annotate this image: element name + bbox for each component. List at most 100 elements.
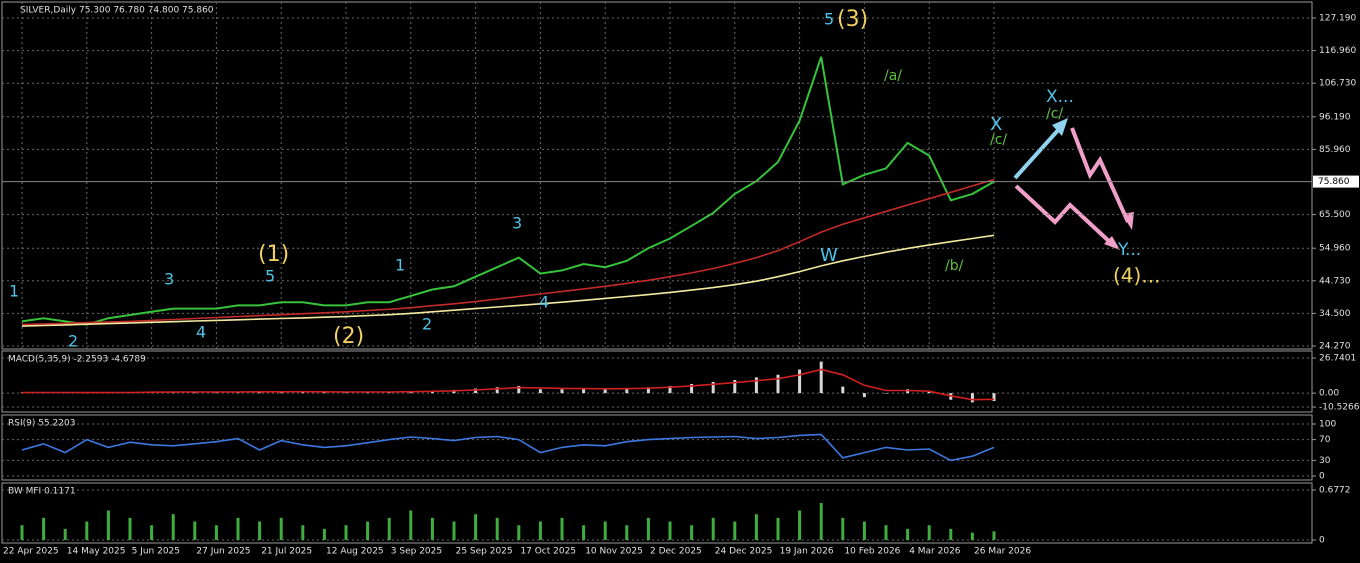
bar [733,521,737,540]
bar [690,383,694,394]
bar [754,377,758,394]
y-tick-label: 24.270 [1319,342,1351,352]
y-tick-label: 96.190 [1319,112,1351,122]
bar [322,528,326,540]
bar [776,374,780,394]
bar [409,510,413,540]
bar [646,387,650,394]
bar [452,521,456,540]
bar [538,521,542,540]
line-series [21,433,995,462]
line-series [21,178,995,326]
x-tick-label: 12 Aug 2025 [326,547,384,557]
panel-title: RSI(9) 55.2203 [8,419,75,429]
bar [279,517,283,540]
bar [236,517,240,540]
bar [970,532,974,540]
bar [258,521,262,540]
bar [711,517,715,540]
bar [495,387,499,394]
bar [193,521,197,540]
bar [992,531,996,540]
wave-label: W [820,245,838,266]
bar [949,528,953,540]
bar [517,525,521,540]
wave-label: 4 [196,323,206,342]
bar [927,391,931,394]
wave-label: (2) [333,324,364,349]
x-tick-label: 2 Dec 2025 [650,547,702,557]
bar [42,517,46,540]
wave-label: /c/ [1046,106,1063,122]
bar [862,521,866,540]
wave-label: (1) [258,242,289,267]
wave-label: 5 [824,10,834,29]
bar [517,385,521,394]
y-tick-label: 106.730 [1319,79,1356,89]
x-tick-label: 21 Jul 2025 [261,547,312,557]
bar [85,521,89,540]
y-tick-label: 54.960 [1319,244,1351,254]
x-tick-label: 10 Nov 2025 [585,547,643,557]
bar [668,521,672,540]
bar [301,525,305,540]
bar [63,528,67,540]
y-tick-label: 65.500 [1319,210,1351,220]
bar [733,380,737,394]
panel-title: MACD(5,35,9) -2.2593 -4.6789 [8,355,146,365]
arrow-head [1122,212,1134,230]
y-tick-label: 26.7401 [1319,354,1356,364]
x-tick-label: 25 Sep 2025 [456,547,513,557]
bar [841,517,845,540]
bar [906,528,910,540]
bar [322,392,326,394]
x-tick-label: 4 Mar 2026 [909,547,961,557]
bar [754,514,758,540]
x-tick-label: 3 Sep 2025 [391,547,442,557]
panel-frame [1,482,1313,544]
line-series [21,56,995,326]
x-tick-label: 17 Oct 2025 [520,547,576,557]
x-tick-label: 5 Jun 2025 [132,547,180,557]
y-tick-label: 30 [1319,456,1331,466]
bar [819,361,823,394]
bar [668,385,672,394]
bar [366,521,370,540]
bar [884,525,888,540]
bar [560,517,564,540]
y-tick-label: -10.5266 [1319,403,1360,413]
y-tick-label: 0 [1319,472,1325,482]
y-tick-label: 34.500 [1319,309,1351,319]
wave-label: /a/ [884,68,902,84]
wave-label: 1 [9,282,19,301]
panel-title: SILVER,Daily 75.300 76.780 74.800 75.860 [20,6,214,16]
bar [798,369,802,394]
wave-label: 3 [512,214,522,233]
wave-label: X... [1046,87,1074,107]
line-series [21,368,995,401]
bar [150,525,154,540]
wave-label: 2 [422,315,432,334]
bar [430,517,434,540]
y-tick-label: 70 [1319,435,1331,445]
bar [798,510,802,540]
panel-frame [1,414,1313,481]
last-price-box [1313,175,1359,188]
wave-label: 1 [395,256,405,275]
wave-label: (3) [837,7,868,32]
bar [582,525,586,540]
bar [560,389,564,394]
x-tick-label: 14 May 2025 [67,547,126,557]
y-tick-label: 100 [1319,420,1336,430]
bar [970,393,974,403]
bar [625,388,629,394]
last-price-label: 75.860 [1318,177,1350,187]
arrow-head [1104,236,1120,250]
bar [603,389,607,394]
bar [214,525,218,540]
panel-title: BW MFI 0.1171 [8,487,76,497]
bar [106,510,110,540]
bar [776,517,780,540]
bar [128,517,132,540]
bar [819,503,823,540]
